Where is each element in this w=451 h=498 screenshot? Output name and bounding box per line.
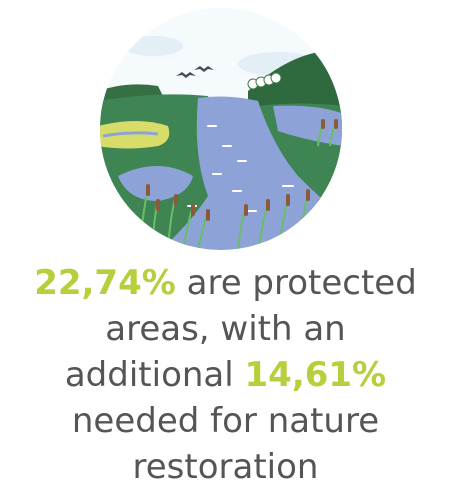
caption-line-4: needed for nature: [71, 401, 380, 441]
protected-percentage: 22,74%: [34, 263, 176, 303]
wetland-landscape-icon: [100, 8, 342, 250]
caption-line-5: restoration: [132, 447, 319, 487]
caption-line-3: additional 14,61%: [0, 352, 451, 398]
additional-text: additional: [64, 355, 234, 395]
caption-line-2: areas, with an: [105, 309, 346, 349]
wetland-illustration: [98, 6, 344, 252]
additional-percentage: 14,61%: [244, 355, 387, 395]
caption-line-1: 22,74% are protected: [0, 260, 451, 306]
stat-caption: 22,74% are protected areas, with an addi…: [0, 260, 451, 490]
protected-text: are protected: [186, 263, 417, 303]
